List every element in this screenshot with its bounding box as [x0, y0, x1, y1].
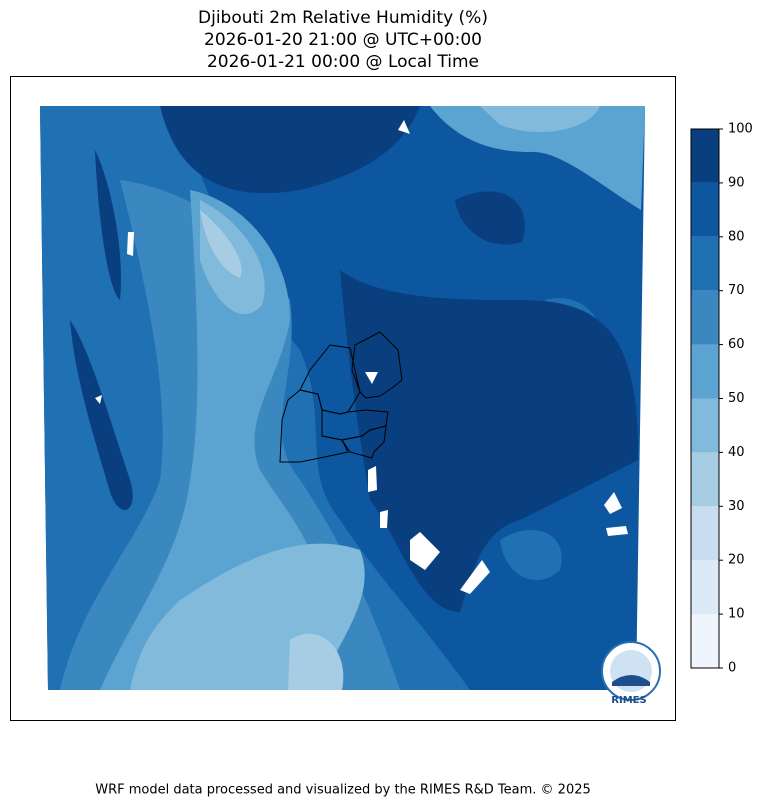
colorbar-bin [691, 182, 719, 237]
colorbar-bin [691, 506, 719, 561]
missing-data [606, 526, 628, 536]
colorbar-bin [691, 290, 719, 345]
contour-region [340, 270, 639, 612]
colorbar-tick-label: 30 [728, 499, 745, 514]
missing-data [380, 510, 388, 528]
title-line: Djibouti 2m Relative Humidity (%) [198, 8, 488, 28]
contour-region [200, 210, 242, 278]
colorbar-bin [691, 452, 719, 507]
missing-data [95, 395, 102, 404]
colorbar-tick-label: 0 [728, 661, 736, 676]
title-line: 2026-01-21 00:00 @ Local Time [207, 52, 479, 72]
colorbar-bin [691, 398, 719, 453]
missing-data [368, 466, 377, 492]
colorbar-tick-label: 50 [728, 391, 745, 406]
colorbar-bin [691, 236, 719, 291]
footer: WRF model data processed and visualized … [95, 783, 591, 798]
admin-boundaries [279, 331, 403, 463]
colorbar-bin [691, 129, 719, 183]
colorbar-bin [691, 560, 719, 615]
contour-region [455, 191, 525, 245]
missing-data [127, 232, 134, 256]
colorbar-tick-label: 20 [728, 553, 745, 568]
colorbar-tick-label: 40 [728, 445, 745, 460]
contour-region [288, 633, 344, 690]
missing-data [460, 560, 490, 594]
map-field [40, 106, 645, 690]
colorbar-tick-label: 60 [728, 337, 745, 352]
contour-region [160, 106, 420, 194]
missing-data [365, 372, 378, 384]
colorbar-tick-label: 90 [728, 175, 745, 190]
contour-region [500, 530, 562, 580]
missing-data [398, 120, 410, 134]
missing-data [604, 492, 622, 514]
contour-region [480, 106, 600, 133]
colorbar-bin [691, 344, 719, 399]
colorbar-tick-label: 70 [728, 283, 745, 298]
colorbar-bin [691, 614, 719, 668]
title-line: 2026-01-20 21:00 @ UTC+00:00 [204, 30, 482, 50]
colorbar-tick-label: 10 [728, 607, 745, 622]
colorbar-tick-label: 80 [728, 229, 745, 244]
colorbar: 0 10 20 30 40 50 60 70 80 90 100 [690, 122, 753, 676]
contour-region [95, 150, 121, 300]
logo-text: RIMES [611, 695, 646, 706]
contour-region [430, 106, 645, 210]
missing-data [410, 532, 440, 570]
colorbar-tick-label: 100 [728, 122, 753, 137]
logo: RIMES [601, 641, 661, 706]
contour-region [70, 320, 133, 510]
